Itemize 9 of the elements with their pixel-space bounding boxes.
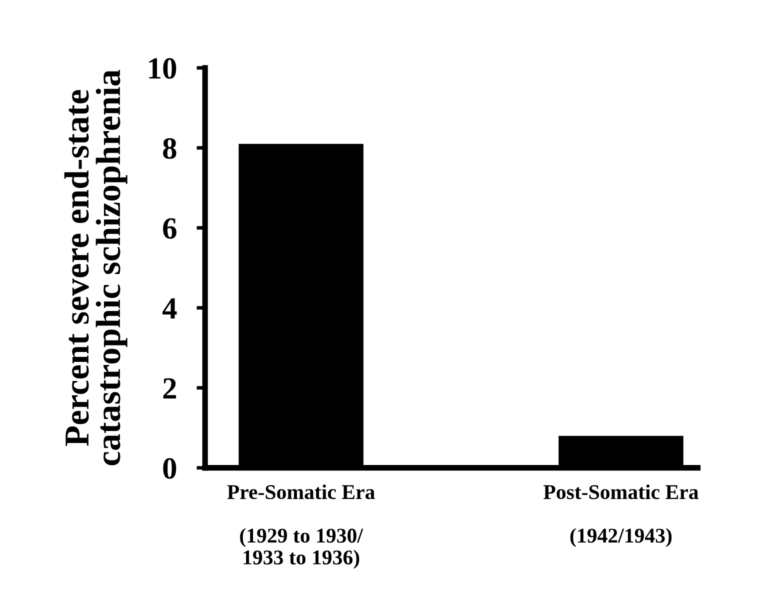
- category-label: Pre-Somatic Era (1929 to 1930/ 1933 to 1936): [227, 484, 375, 569]
- y-axis-title: Percent severe end-state catastrophic schizophrenia: [64, 70, 128, 466]
- y-tick-label: 6: [163, 218, 176, 239]
- y-tick-label: 2: [163, 378, 176, 398]
- y-tick-label: 4: [162, 298, 177, 318]
- y-tick-label: 0: [163, 458, 176, 479]
- category-label: Post-Somatic Era (1942/1943): [544, 484, 698, 547]
- y-tick-label: 8: [163, 138, 176, 159]
- y-tick-label: 10: [149, 58, 176, 79]
